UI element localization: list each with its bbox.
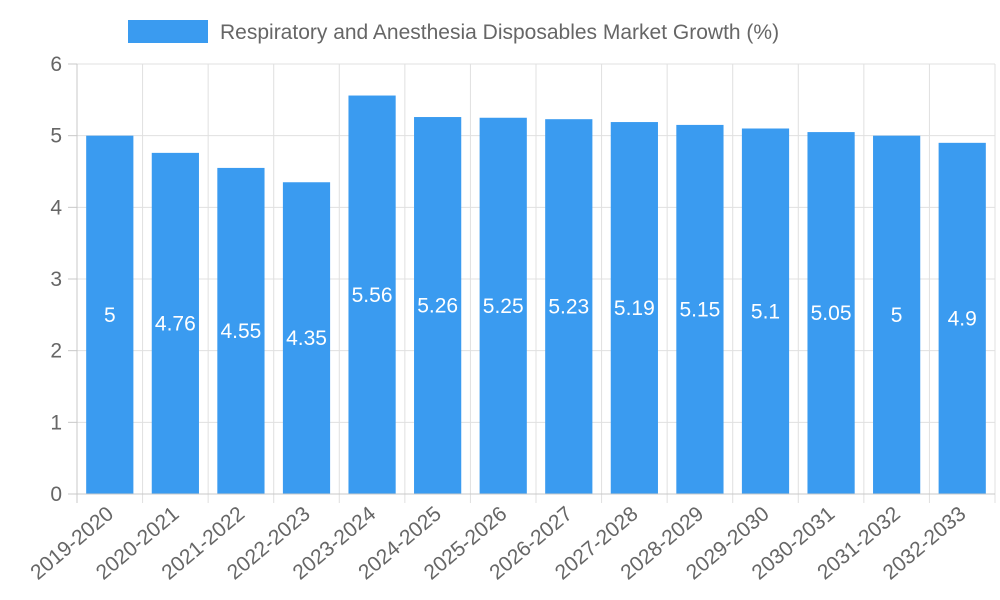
bar — [479, 117, 527, 494]
bar — [938, 142, 986, 495]
legend[interactable]: Respiratory and Anesthesia Disposables M… — [128, 20, 779, 44]
y-tick-label: 0 — [50, 483, 62, 506]
bar — [610, 122, 658, 495]
bar — [217, 167, 265, 494]
bar-value-label: 4.35 — [286, 327, 327, 350]
bar-value-label: 4.9 — [948, 307, 977, 330]
bar — [86, 135, 134, 494]
bar-value-label: 5 — [891, 304, 903, 327]
bar-value-label: 5.15 — [679, 298, 720, 321]
bar-value-label: 5.19 — [614, 297, 655, 320]
bar — [282, 182, 331, 494]
y-tick-label: 5 — [50, 125, 62, 148]
bar — [545, 119, 593, 494]
bar-value-label: 5.1 — [751, 300, 780, 323]
bar-value-label: 4.55 — [220, 320, 261, 343]
y-tick-label: 6 — [50, 53, 62, 76]
bar — [151, 152, 199, 494]
legend-swatch — [128, 20, 208, 43]
y-tick-label: 3 — [50, 268, 62, 291]
bar-value-label: 4.76 — [155, 312, 196, 335]
bar-value-label: 5.23 — [548, 296, 589, 319]
y-tick-label: 1 — [50, 411, 62, 434]
y-tick-label: 2 — [50, 340, 62, 363]
bar — [414, 117, 462, 495]
y-tick-label: 4 — [50, 196, 62, 219]
bar-value-label: 5.25 — [483, 295, 524, 318]
bar-value-label: 5.26 — [417, 295, 458, 318]
grid — [77, 63, 996, 503]
bar-value-label: 5.05 — [811, 302, 852, 325]
bars — [86, 95, 986, 495]
bar — [741, 128, 790, 494]
bar — [807, 132, 855, 495]
bar-labels: 5 4.76 4.55 4.355.56 5.26 5.25 5.23 5.19 5.15 5.1… — [104, 284, 977, 350]
bar-value-label: 5.56 — [352, 284, 393, 307]
bar — [873, 135, 921, 494]
bar — [676, 124, 724, 495]
bar-value-label: 5 — [104, 304, 116, 327]
bar — [348, 95, 396, 495]
legend-label: Respiratory and Anesthesia Disposables M… — [220, 21, 779, 44]
